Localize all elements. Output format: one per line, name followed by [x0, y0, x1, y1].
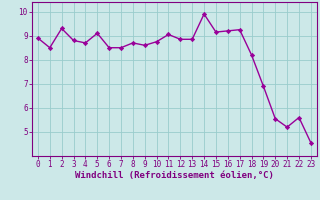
X-axis label: Windchill (Refroidissement éolien,°C): Windchill (Refroidissement éolien,°C): [75, 171, 274, 180]
